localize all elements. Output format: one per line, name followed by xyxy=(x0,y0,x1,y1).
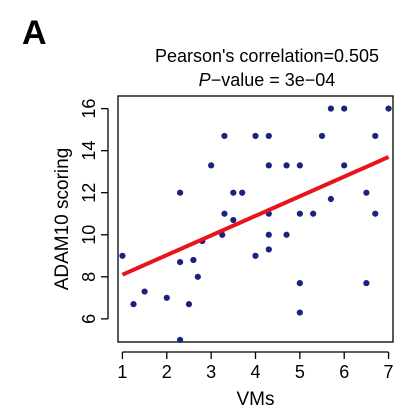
data-point xyxy=(163,294,170,301)
y-axis-label: ADAM10 scoring xyxy=(52,148,73,291)
x-tick-label: 4 xyxy=(250,362,260,382)
data-point xyxy=(239,189,246,196)
x-tick-label: 5 xyxy=(295,362,305,382)
data-point xyxy=(372,210,379,217)
panel-label: A xyxy=(22,14,47,52)
data-point xyxy=(119,252,126,259)
data-point xyxy=(385,105,392,112)
data-point xyxy=(341,105,348,112)
data-point xyxy=(363,189,370,196)
data-point xyxy=(190,256,197,264)
data-point xyxy=(185,301,193,308)
data-point xyxy=(221,132,228,140)
data-point xyxy=(341,162,348,169)
data-point xyxy=(310,210,317,217)
y-tick-label: 12 xyxy=(79,183,99,203)
x-tick-label: 2 xyxy=(162,362,172,382)
data-point xyxy=(265,162,272,169)
data-point xyxy=(252,252,259,259)
data-point xyxy=(230,216,237,224)
regression-layer xyxy=(121,155,390,277)
data-point xyxy=(372,132,379,140)
data-point xyxy=(283,162,290,169)
data-point xyxy=(208,162,215,169)
data-point xyxy=(265,231,272,238)
x-tick-label: 6 xyxy=(339,362,349,382)
regression-line xyxy=(121,155,390,277)
data-point xyxy=(296,162,303,169)
chart-title: Pearson's correlation=0.505 xyxy=(154,46,380,66)
data-point xyxy=(265,132,272,140)
data-point xyxy=(252,132,259,140)
x-tick-label: 7 xyxy=(384,362,394,382)
y-tick-label: 8 xyxy=(79,272,99,282)
data-point xyxy=(296,309,303,316)
subtitle-p-italic: P xyxy=(198,70,211,90)
data-point xyxy=(141,288,148,295)
y-tick-label: 10 xyxy=(79,225,99,245)
x-axis-label: VMs xyxy=(237,389,275,410)
data-point xyxy=(221,210,228,217)
data-point xyxy=(296,210,303,217)
points-layer xyxy=(119,105,392,343)
subtitle-rest: −value = 3e−04 xyxy=(210,70,336,90)
data-point xyxy=(363,280,370,287)
data-point xyxy=(194,273,201,280)
y-tick-label: 6 xyxy=(79,314,99,324)
y-tick-label: 14 xyxy=(79,141,99,161)
data-point xyxy=(130,301,137,308)
plot-frame xyxy=(117,95,394,343)
x-tick-label: 3 xyxy=(206,362,216,382)
y-tick-label: 16 xyxy=(79,99,99,119)
data-point xyxy=(327,195,335,203)
data-point xyxy=(265,246,272,253)
data-point xyxy=(176,189,184,196)
data-point xyxy=(176,336,184,343)
data-point xyxy=(296,280,303,287)
data-point xyxy=(230,189,237,196)
x-tick-label: 1 xyxy=(117,362,127,382)
chart-subtitle: P−value = 3e−04 xyxy=(118,70,416,91)
data-point xyxy=(283,231,290,238)
data-point xyxy=(318,132,326,140)
data-point xyxy=(327,105,335,112)
data-point xyxy=(176,259,184,266)
